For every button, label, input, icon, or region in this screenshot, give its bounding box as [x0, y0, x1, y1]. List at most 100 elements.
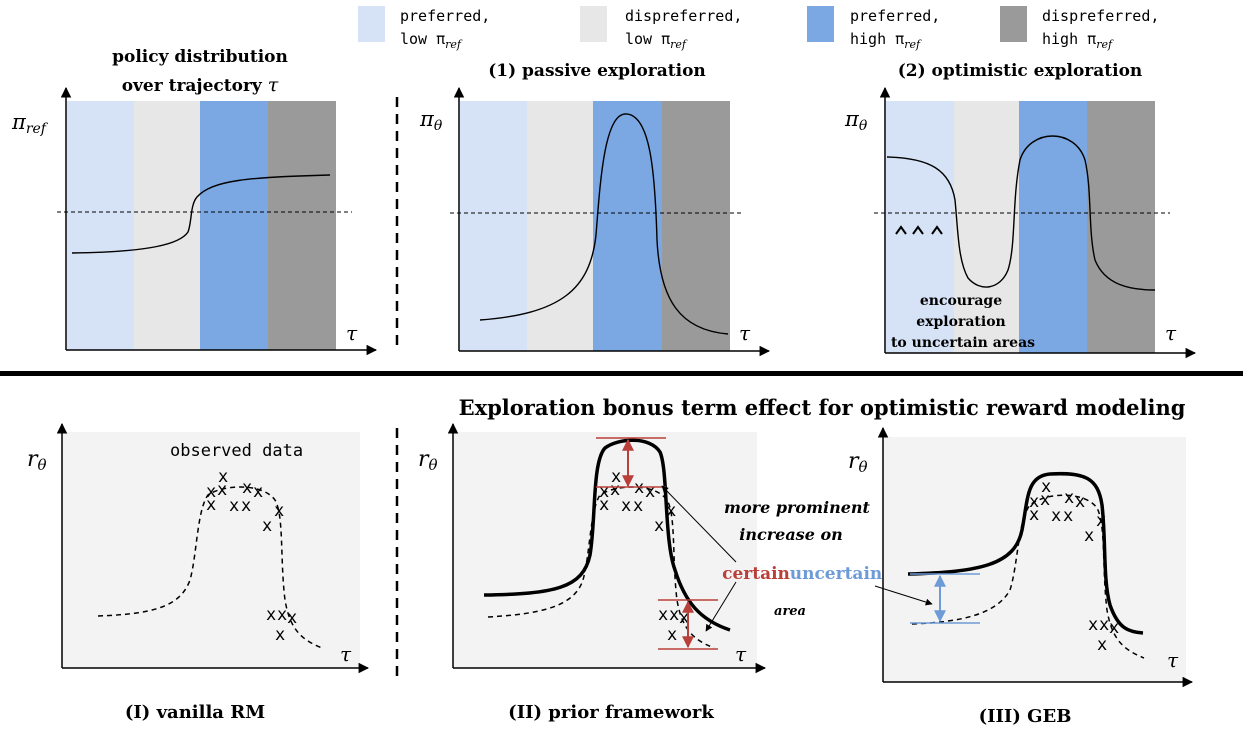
data-point-x: x	[241, 496, 251, 516]
data-points: x x x x x x x x x x x x x x	[206, 467, 297, 645]
panel-c-note-line2: exploration	[916, 314, 1005, 330]
data-point-x: x	[274, 501, 284, 521]
legend-label-line2: high πref	[1042, 30, 1114, 51]
legend-item-dispreferred-high: dispreferred, high πref	[1000, 6, 1159, 51]
data-point-x: x	[1099, 615, 1109, 635]
policy-curve	[479, 113, 729, 335]
legend-label-line1: dispreferred,	[625, 7, 742, 25]
data-point-x: x	[218, 467, 228, 487]
arrowhead-icon	[912, 225, 924, 235]
legend-label-line2: high πref	[850, 30, 922, 51]
data-point-x: x	[1088, 615, 1098, 635]
data-point-x: x	[634, 478, 644, 498]
panel-3-caption: (III) GEB	[979, 706, 1072, 727]
top-panel-a: policy distribution over trajectory τ πre…	[11, 47, 378, 356]
legend-label-line1: dispreferred,	[1042, 7, 1159, 25]
data-point-x: x	[1075, 492, 1085, 512]
data-point-x: x	[1029, 505, 1039, 525]
band-preferred-high	[1019, 101, 1087, 353]
band-dispreferred-high	[268, 101, 336, 350]
data-point-x: x	[253, 482, 263, 502]
legend-item-preferred-high: preferred, high πref	[807, 6, 940, 51]
panel-c-note-line3: to uncertain areas	[891, 335, 1035, 351]
band-dispreferred-low	[954, 101, 1019, 353]
legend-swatch-preferred-low	[358, 6, 385, 42]
area-label: area	[774, 604, 806, 619]
panel-a-xlabel: τ	[346, 321, 358, 345]
top-panel-c: (2) optimistic exploration encourage exp…	[844, 61, 1197, 359]
panel-a-ylabel: πref	[11, 110, 49, 137]
panel-2-xlabel: τ	[735, 642, 747, 666]
panel-3-ylabel: rθ	[848, 449, 868, 476]
data-point-x: x	[610, 480, 620, 500]
data-point-x: x	[669, 605, 679, 625]
panel-c-ylabel: πθ	[844, 107, 868, 134]
data-point-x: x	[277, 605, 287, 625]
bottom-panel-geb: x x x x x x x x x x x x x x rθ τ (III) G…	[848, 426, 1194, 727]
band-preferred-high	[593, 101, 662, 351]
panel-1-ylabel: rθ	[27, 447, 47, 474]
upward-arrowheads	[895, 225, 943, 235]
data-point-x: x	[1051, 506, 1061, 526]
note-line2: increase on	[739, 525, 843, 544]
data-point-x: x	[287, 608, 297, 628]
panel-background	[883, 437, 1186, 682]
note-line1: more prominent	[724, 498, 871, 517]
data-point-x: x	[1063, 506, 1073, 526]
certain-area-increase	[596, 437, 718, 650]
legend-label-line1: preferred,	[400, 7, 490, 25]
panel-2-ylabel: rθ	[418, 447, 438, 474]
data-point-x: x	[206, 482, 216, 502]
bottom-panel-vanilla: observed data x x x x x x x x x x x x x …	[27, 422, 370, 723]
band-dispreferred-high	[662, 101, 730, 351]
data-point-x: x	[667, 625, 677, 645]
top-panel-b: (1) passive exploration πθ τ	[419, 61, 771, 357]
pointer-arrow	[661, 485, 737, 563]
section-divider	[0, 371, 1243, 376]
panel-c-xlabel: τ	[1165, 321, 1177, 345]
legend-label-line2: low πref	[400, 30, 463, 51]
panel-b-title: (1) passive exploration	[488, 61, 706, 81]
arrowhead-icon	[931, 225, 943, 235]
legend-item-dispreferred-low: dispreferred, low πref	[580, 6, 742, 51]
panel-a-title-line2: over trajectory τ	[122, 74, 279, 96]
data-points: x x x x x x x x x x x x x x	[1029, 477, 1119, 655]
panel-a-title-line1: policy distribution	[112, 47, 288, 67]
data-point-x: x	[229, 496, 239, 516]
uncertain-area-increase	[910, 573, 980, 624]
data-point-x: x	[633, 496, 643, 516]
data-point-x: x	[611, 467, 621, 487]
bottom-title: Exploration bonus term effect for optimi…	[459, 395, 1186, 420]
data-point-x: x	[266, 605, 276, 625]
legend-swatch-preferred-high	[807, 6, 834, 42]
data-point-x: x	[658, 605, 668, 625]
data-point-x: x	[242, 478, 252, 498]
panel-1-xlabel: τ	[340, 642, 352, 666]
data-point-x: x	[275, 625, 285, 645]
arrowhead-icon	[895, 225, 907, 235]
data-point-x: x	[262, 516, 272, 536]
pointer-arrow	[705, 581, 737, 632]
panel-b-ylabel: πθ	[419, 107, 443, 134]
band-dispreferred-low	[527, 101, 593, 351]
legend-swatch-dispreferred-low	[580, 6, 607, 42]
data-point-x: x	[654, 516, 664, 536]
data-point-x: x	[1084, 526, 1094, 546]
legend-label-line1: preferred,	[850, 7, 940, 25]
observed-data-label: observed data	[170, 441, 303, 461]
data-point-x: x	[1040, 490, 1050, 510]
panel-2-caption: (II) prior framework	[508, 702, 714, 723]
uncertain-label: uncertain	[790, 564, 883, 584]
data-point-x: x	[1029, 492, 1039, 512]
legend-swatch-dispreferred-high	[1000, 6, 1027, 42]
band-preferred-low	[67, 101, 134, 350]
data-point-x: x	[1109, 618, 1119, 638]
panel-b-xlabel: τ	[739, 321, 751, 345]
policy-curve	[886, 135, 1156, 291]
data-point-x: x	[621, 496, 631, 516]
panel-c-title: (2) optimistic exploration	[898, 61, 1143, 81]
data-point-x: x	[1064, 488, 1074, 508]
data-point-x: x	[206, 495, 216, 515]
legend-label-line2: low πref	[625, 30, 688, 51]
